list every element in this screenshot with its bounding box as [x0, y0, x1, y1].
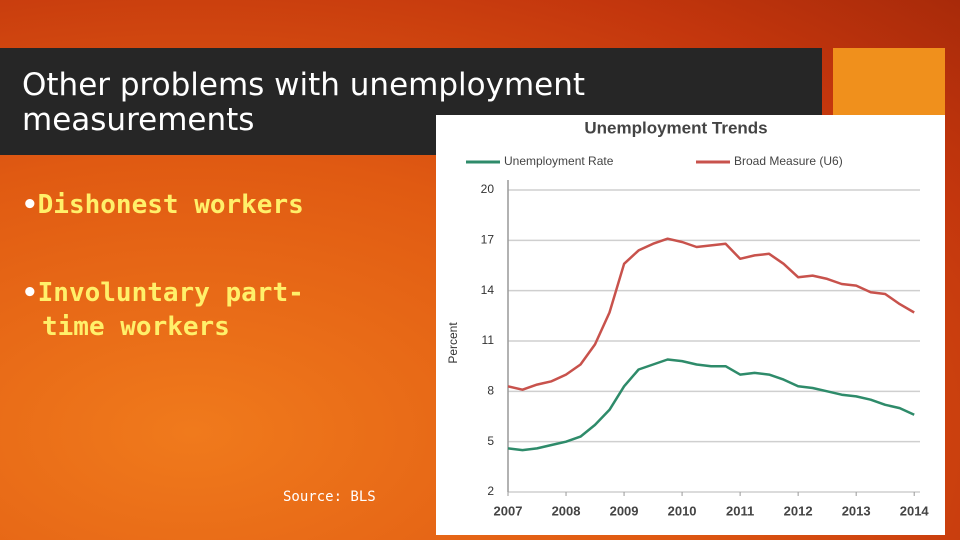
- bullet: Dishonest workers: [22, 188, 312, 222]
- x-tick-label: 2007: [494, 503, 523, 518]
- x-tick-label: 2014: [900, 503, 930, 518]
- x-tick-label: 2012: [784, 503, 813, 518]
- chart: Unemployment Trends Percent 2 5 8 11 14 17 20 2…: [436, 115, 945, 535]
- x-tick-label: 2008: [552, 503, 581, 518]
- y-tick-label: 5: [487, 434, 494, 448]
- y-tick-label: 2: [487, 484, 494, 498]
- x-tick-label: 2010: [668, 503, 697, 518]
- x-tick-label: 2009: [610, 503, 639, 518]
- slide-title: Other problems with unemployment measure…: [22, 67, 586, 138]
- x-tick-label: 2013: [842, 503, 871, 518]
- x-tick-label: 2011: [726, 503, 754, 518]
- data-line: [507, 237, 915, 391]
- y-tick-label: 8: [487, 384, 494, 398]
- y-tick-label: 14: [481, 283, 495, 297]
- bullet: Involuntary part-time workers: [22, 276, 312, 344]
- y-axis-label: Percent: [446, 322, 460, 364]
- chart-title: Unemployment Trends: [584, 118, 767, 137]
- bullet-list: Dishonest workers Involuntary part-time …: [22, 188, 312, 398]
- y-tick-label: 20: [481, 182, 495, 196]
- y-tick-label: 17: [481, 233, 495, 247]
- legend-label: Broad Measure (U6): [734, 154, 843, 168]
- source-note: Source: BLS: [283, 489, 376, 505]
- y-tick-label: 11: [482, 333, 495, 347]
- data-line: [507, 358, 915, 452]
- legend-label: Unemployment Rate: [504, 154, 614, 168]
